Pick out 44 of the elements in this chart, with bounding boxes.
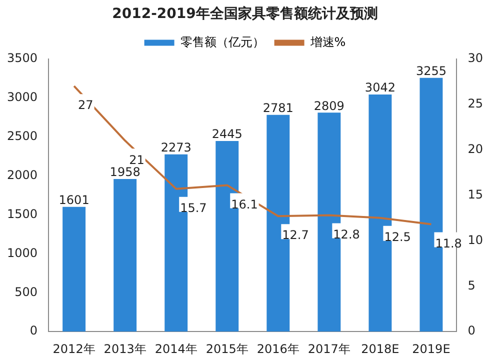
x-tick-label: 2013年 bbox=[104, 342, 146, 356]
data-label: 12.8 bbox=[333, 227, 360, 242]
data-label: 16.1 bbox=[231, 197, 258, 212]
bar bbox=[62, 206, 86, 332]
legend-label: 增速% bbox=[309, 34, 346, 49]
y-tick-label: 3000 bbox=[6, 90, 38, 104]
x-tick-label: 2012年 bbox=[52, 342, 96, 356]
y-tick-label: 1500 bbox=[6, 206, 38, 221]
data-label: 27 bbox=[78, 98, 94, 112]
y2-tick-label: 30 bbox=[468, 50, 484, 65]
bar bbox=[114, 178, 137, 332]
y-tick-label: 2000 bbox=[6, 168, 38, 182]
chart-title: 2012-2019年全国家具零售额统计及预测 bbox=[112, 5, 378, 22]
y2-tick-label: 5 bbox=[468, 278, 476, 292]
x-tick-label: 2018E bbox=[361, 342, 400, 356]
data-label: 11.8 bbox=[435, 236, 462, 250]
data-label: 1601 bbox=[58, 192, 90, 207]
y-tick-label: 500 bbox=[14, 284, 38, 299]
data-label: 2809 bbox=[314, 98, 344, 113]
data-label: 15.7 bbox=[180, 200, 207, 215]
data-label: 3255 bbox=[416, 64, 446, 78]
x-tick-label: 2015年 bbox=[206, 342, 248, 356]
data-label: 2273 bbox=[160, 140, 192, 155]
x-tick-label: 2016年 bbox=[256, 342, 300, 356]
x-tick-label: 2019E bbox=[412, 342, 450, 356]
y-tick-label: 2500 bbox=[6, 128, 38, 143]
y-tick-label: 3500 bbox=[6, 50, 38, 65]
y2-tick-label: 10 bbox=[468, 232, 484, 247]
y-tick-label: 1000 bbox=[6, 246, 38, 260]
data-label: 2781 bbox=[262, 100, 294, 115]
data-label: 3042 bbox=[364, 80, 396, 95]
data-label: 21 bbox=[129, 152, 144, 167]
data-label: 12.5 bbox=[384, 230, 411, 244]
data-label: 2445 bbox=[212, 127, 242, 142]
y2-tick-label: 15 bbox=[468, 187, 484, 202]
y2-tick-label: 25 bbox=[468, 96, 484, 110]
y2-tick-label: 0 bbox=[468, 324, 476, 338]
data-label: 1958 bbox=[110, 165, 140, 180]
legend-label: 零售额（亿元） bbox=[180, 34, 264, 49]
data-label: 12.7 bbox=[282, 228, 309, 242]
x-tick-label: 2017年 bbox=[308, 342, 350, 356]
x-tick-label: 2014年 bbox=[154, 342, 198, 356]
y-tick-label: 0 bbox=[30, 324, 38, 338]
y2-tick-label: 20 bbox=[468, 142, 484, 156]
